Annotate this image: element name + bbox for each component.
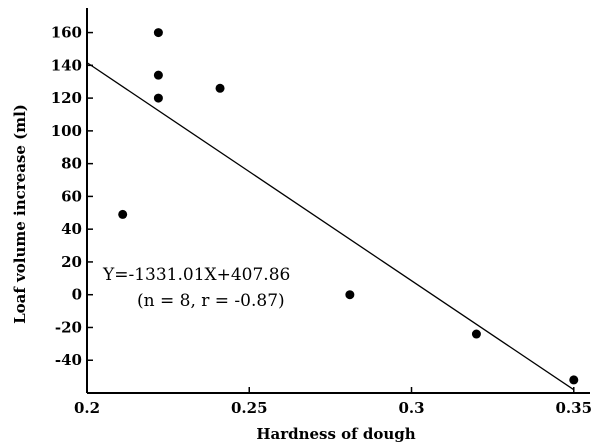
data-point [345,290,355,300]
regression-line [86,62,575,391]
y-tick-label: 0 [72,286,82,304]
stats-annotation: (n = 8, r = -0.87) [137,291,285,311]
data-point [471,329,481,339]
x-tick-label: 0.3 [398,399,424,417]
y-tick-label: 160 [51,24,82,42]
y-tick-label: -20 [55,318,82,336]
y-axis-title: Loaf volume increase (ml) [11,104,29,324]
x-tick-label: 0.2 [74,399,100,417]
y-tick-label: 60 [61,187,82,205]
data-point [153,93,163,103]
equation-annotation: Y=-1331.01X+407.86 [102,265,290,285]
x-tick-label: 0.25 [231,399,268,417]
x-ticks: 0.2 0.25 0.3 0.35 [74,387,592,417]
data-point [215,83,225,93]
data-point [118,209,128,219]
data-point [153,28,163,38]
y-tick-label: 120 [51,89,82,107]
y-tick-label: -40 [55,351,82,369]
data-point [569,375,579,385]
data-point [153,70,163,80]
y-tick-label: 40 [61,220,82,238]
x-axis-title: Hardness of dough [256,425,415,443]
y-tick-label: 80 [61,155,82,173]
y-tick-label: 20 [61,253,82,271]
axes [86,8,590,394]
y-tick-label: 140 [51,56,82,74]
y-ticks: -40 -20 0 20 40 60 80 100 120 140 160 [51,24,93,369]
data-points [118,28,579,385]
y-tick-label: 100 [51,122,82,140]
x-tick-label: 0.35 [556,399,592,417]
